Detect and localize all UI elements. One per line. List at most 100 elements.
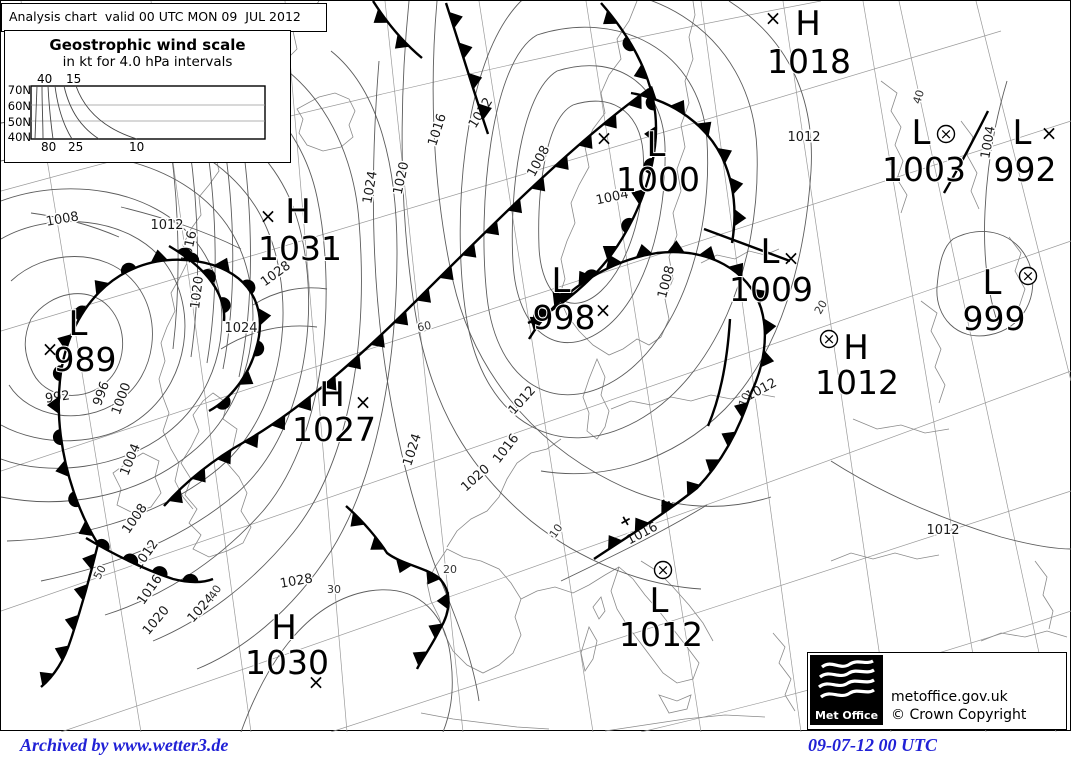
- isobar-label: 1004: [978, 125, 999, 160]
- front-trough: [942, 110, 990, 194]
- cold-front-triangle: [607, 535, 624, 551]
- low-center-circled-x-marker: [653, 560, 673, 580]
- cold-front-triangle: [751, 288, 767, 305]
- pressure-center-L998-value: 998: [533, 298, 596, 337]
- front-cold: [371, 1, 423, 59]
- cold-front-triangle: [698, 246, 716, 261]
- coastline: [558, 1, 662, 356]
- coastline: [420, 712, 550, 730]
- cold-front-triangle: [605, 254, 623, 270]
- pressure-center-H1031: H: [285, 192, 311, 232]
- pressure-center-x-marker: ×: [657, 561, 670, 579]
- isobar-label: 1024: [400, 432, 424, 468]
- wind-scale-bottom-80: 80: [41, 140, 57, 154]
- graticule-line: [1, 120, 1071, 472]
- cold-front-triangle: [507, 198, 523, 214]
- pressure-center-L999-value: 999: [963, 299, 1026, 338]
- wind-scale-lat-70n: 70N: [7, 83, 31, 97]
- coastline: [920, 300, 946, 404]
- warm-front-semicircle: [68, 491, 80, 508]
- cold-front-triangle: [258, 307, 272, 326]
- pressure-center-H1031-value: 1031: [258, 229, 342, 268]
- cold-front-triangle: [57, 333, 72, 351]
- isobar-line: [170, 148, 179, 350]
- cold-front-triangle: [426, 569, 442, 585]
- pressure-center-x-marker: ×: [940, 125, 953, 143]
- isobar-label: 1000: [109, 381, 134, 417]
- cold-front-triangle: [529, 316, 546, 332]
- met-office-text: metoffice.gov.uk © Crown Copyright: [885, 653, 1026, 729]
- wind-scale-top-15: 15: [66, 72, 82, 86]
- pressure-center-L998: L: [552, 261, 571, 301]
- wind-scale-lat-40n: 40N: [7, 130, 31, 144]
- cold-front-triangle: [238, 369, 254, 385]
- warm-front-semicircle: [182, 573, 199, 583]
- pressure-center-x-marker: ×: [595, 298, 612, 322]
- isobar-line: [372, 60, 480, 702]
- coastline: [446, 438, 562, 548]
- isobar-line: [120, 206, 242, 250]
- cold-front-triangle: [578, 270, 594, 287]
- isobar-line: [24, 293, 123, 396]
- graticule-label: 30: [327, 583, 341, 596]
- cold-front-triangle: [729, 177, 744, 195]
- pressure-center-x-marker: ×: [1022, 267, 1035, 285]
- low-center-circled-x-marker: [936, 124, 956, 144]
- coastline: [660, 1, 696, 338]
- isobar-line: [560, 504, 708, 582]
- wind-scale-diagram: [30, 85, 266, 140]
- cold-front-triangle: [395, 558, 413, 574]
- cold-front-triangle: [448, 11, 463, 29]
- cold-front-triangle: [82, 552, 97, 571]
- pressure-center-L1003-value: 1003: [882, 150, 966, 189]
- coastline: [980, 630, 1068, 642]
- coastline: [880, 80, 908, 214]
- cold-front-triangle: [661, 499, 676, 516]
- met-office-url[interactable]: metoffice.gov.uk: [891, 688, 1008, 705]
- cold-front-triangle: [436, 591, 450, 610]
- pressure-center-L999: L: [983, 263, 1002, 303]
- pressure-center-L992-value: 992: [994, 150, 1057, 189]
- archive-credit-link[interactable]: Archived by www.wetter3.de: [20, 735, 229, 755]
- cold-front-triangle: [94, 280, 110, 296]
- pressure-center-L989-value: 989: [54, 340, 117, 379]
- isobar-line: [196, 50, 398, 670]
- cold-front-triangle: [370, 535, 386, 550]
- isobar-line: [936, 231, 1034, 337]
- warm-front-semicircle: [52, 429, 63, 446]
- cold-front-triangle: [321, 375, 337, 391]
- isobar-label: 1016: [134, 572, 165, 608]
- cold-front-triangle: [393, 310, 409, 326]
- coastline: [1008, 236, 1026, 308]
- graticule-label: 40: [910, 88, 927, 105]
- isobar-line: [483, 26, 709, 396]
- isobar-label: 1020: [391, 161, 413, 196]
- pressure-center-L1009: L: [761, 232, 780, 272]
- cold-front-triangle: [552, 291, 568, 307]
- cold-front-triangle: [705, 459, 721, 474]
- coastline: [610, 566, 700, 684]
- graticule-label: 60: [416, 319, 432, 335]
- pressure-center-x-marker: ×: [765, 6, 782, 30]
- isobar-label: 1020: [140, 603, 173, 638]
- graticule-label: 20: [443, 563, 457, 576]
- isobar-label: 1028: [279, 571, 314, 592]
- warm-front-semicircle: [622, 36, 636, 52]
- cold-front-triangle: [601, 113, 617, 129]
- warm-front-semicircle: [643, 158, 654, 174]
- pressure-center-L1009-value: 1009: [729, 270, 813, 309]
- cold-front-triangle: [296, 395, 312, 411]
- analysis-chart-map: 1008101210161020102410281024102010161012…: [0, 0, 1071, 732]
- wind-scale-frame: [30, 85, 266, 140]
- wind-scale-bottom-10: 10: [129, 140, 145, 154]
- warm-front-semicircle: [621, 217, 634, 234]
- isobar-label: 1004: [118, 442, 144, 478]
- isobar-line: [222, 134, 234, 370]
- coastline: [1034, 560, 1054, 630]
- pressure-center-L989: L: [69, 304, 88, 344]
- isobar-line: [984, 80, 1008, 328]
- cold-front-triangle: [438, 265, 454, 281]
- coastline: [112, 452, 162, 514]
- pressure-center-x-marker: ×: [1041, 121, 1058, 145]
